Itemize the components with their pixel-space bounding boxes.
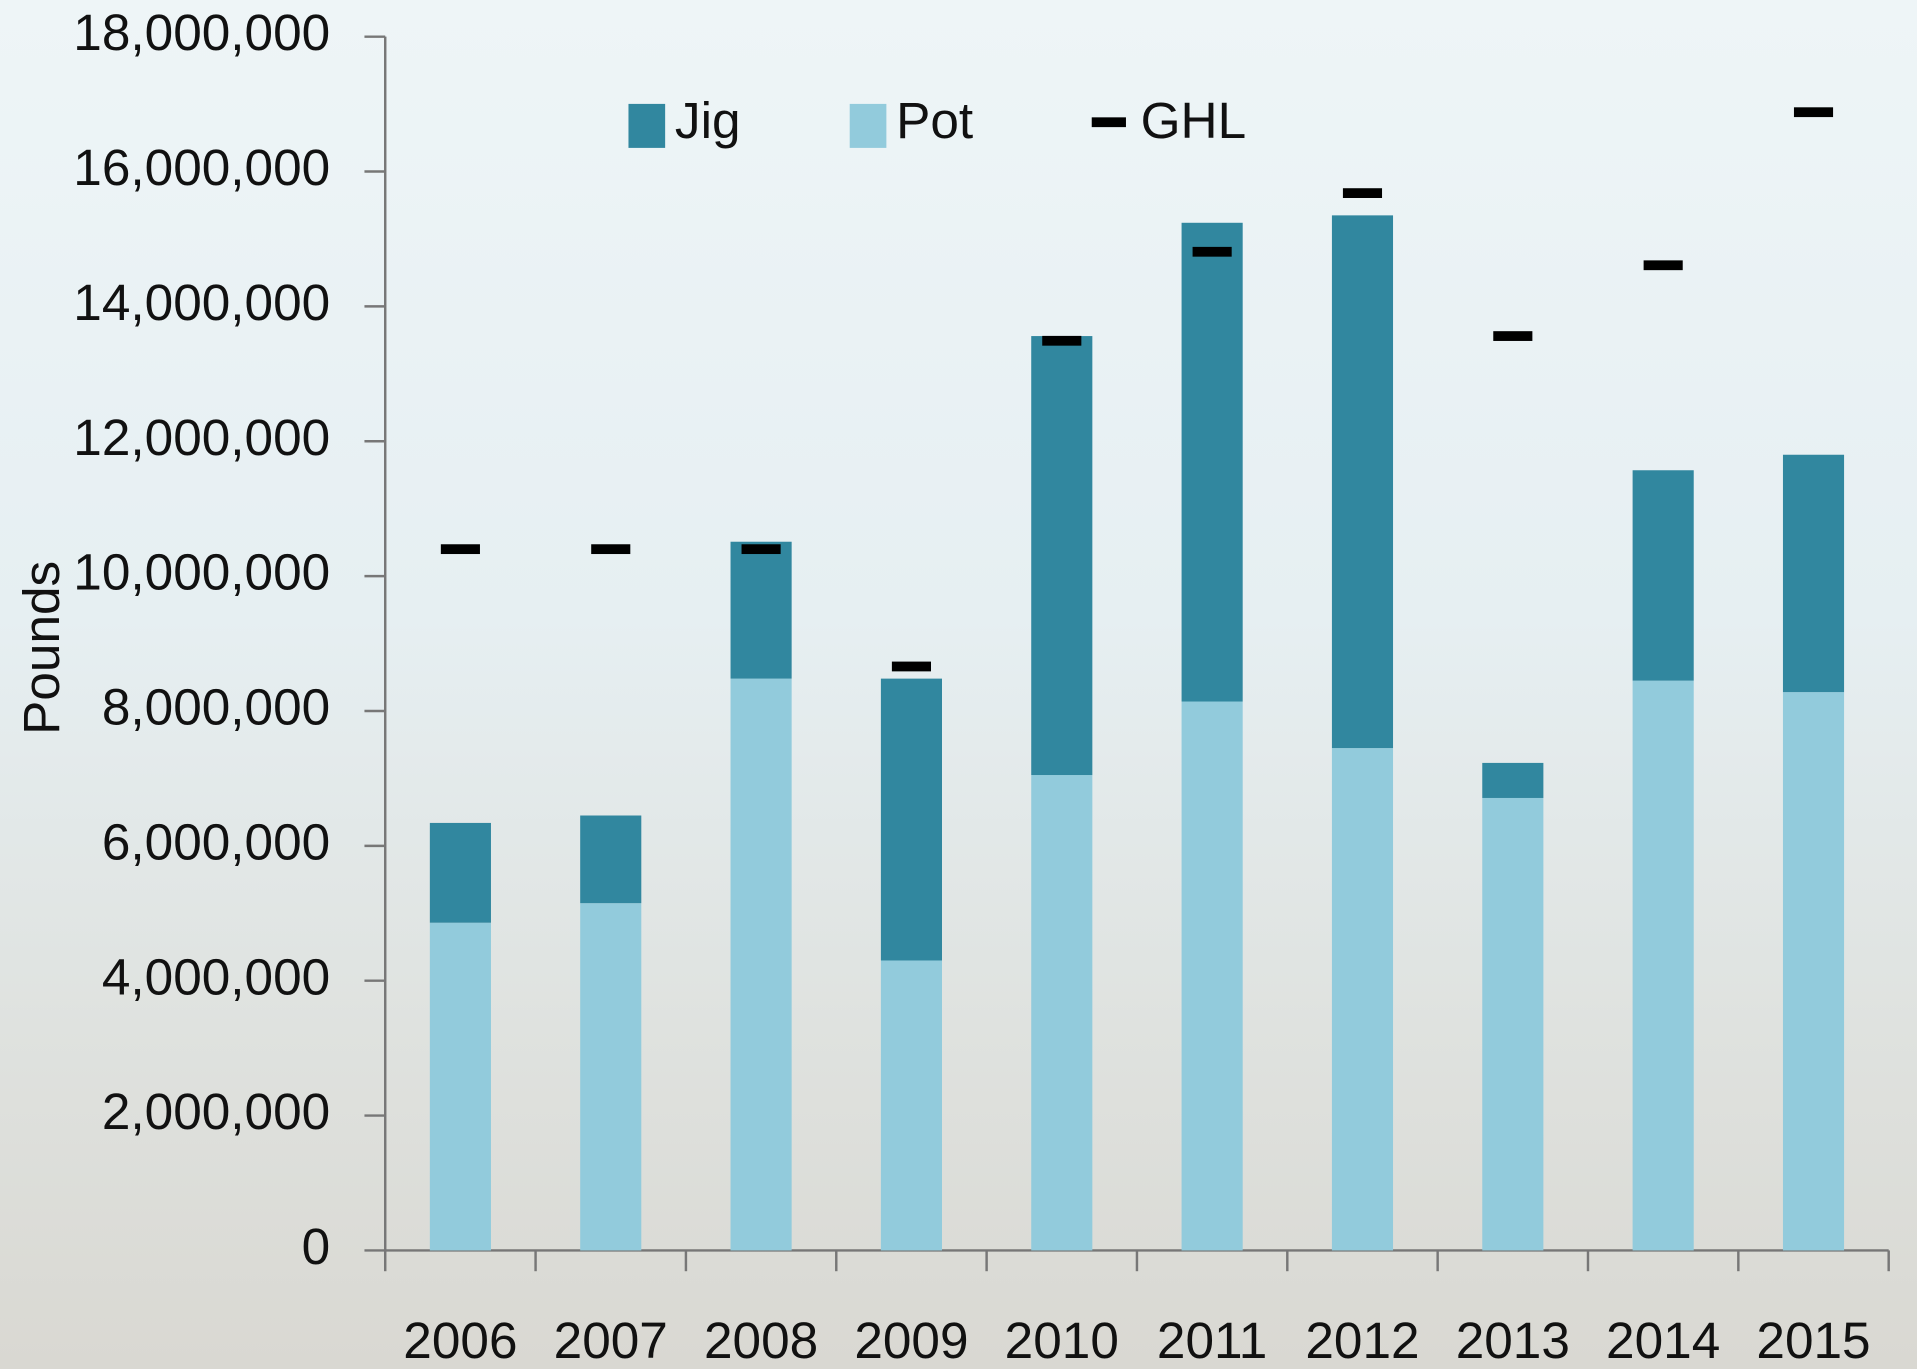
bar-segment bbox=[881, 960, 942, 1250]
chart: Pounds 0 2,000,000 4,000,000 6,000,000 8,000… bbox=[0, 0, 1917, 1369]
ghl-marker bbox=[441, 544, 480, 554]
ghl-marker bbox=[1193, 247, 1232, 257]
legend-swatch bbox=[850, 104, 887, 148]
legend-label: Jig bbox=[675, 92, 741, 149]
y-tick-label: 0 bbox=[302, 1218, 331, 1275]
x-tick-label: 2014 bbox=[1606, 1312, 1720, 1369]
bar-segment bbox=[1182, 223, 1243, 702]
bar-segment bbox=[430, 823, 491, 923]
bar-segment bbox=[1482, 763, 1543, 798]
y-axis-label: Pounds bbox=[13, 561, 70, 735]
legend-label: GHL bbox=[1141, 92, 1247, 149]
ghl-marker bbox=[1042, 336, 1081, 346]
bar-segment bbox=[731, 679, 792, 1251]
bar-segment bbox=[1482, 798, 1543, 1250]
legend-swatch bbox=[1092, 117, 1126, 127]
ghl-marker bbox=[1794, 107, 1833, 117]
x-tick-label: 2007 bbox=[554, 1312, 668, 1369]
y-tick-label: 8,000,000 bbox=[102, 679, 330, 736]
ghl-marker bbox=[892, 662, 931, 672]
y-tick-label: 2,000,000 bbox=[102, 1083, 330, 1140]
y-tick-label: 16,000,000 bbox=[73, 139, 330, 196]
bar-segment bbox=[1182, 702, 1243, 1251]
x-tick-label: 2011 bbox=[1157, 1312, 1267, 1369]
legend-swatch bbox=[628, 104, 665, 148]
ghl-marker bbox=[1644, 260, 1683, 270]
bar-segment bbox=[580, 903, 641, 1250]
bar-segment bbox=[731, 542, 792, 679]
bar-segment bbox=[1332, 215, 1393, 748]
ghl-marker bbox=[1343, 188, 1382, 198]
y-tick-label: 12,000,000 bbox=[73, 409, 330, 466]
bar-segment bbox=[1783, 455, 1844, 692]
y-tick-label: 18,000,000 bbox=[73, 4, 330, 61]
ghl-marker bbox=[742, 544, 781, 554]
bar-segment bbox=[580, 816, 641, 904]
bar-segment bbox=[881, 679, 942, 961]
x-tick-label: 2015 bbox=[1756, 1312, 1870, 1369]
ghl-marker bbox=[591, 544, 630, 554]
x-tick-label: 2009 bbox=[854, 1312, 968, 1369]
x-tick-label: 2006 bbox=[403, 1312, 517, 1369]
bar-segment bbox=[1031, 775, 1092, 1250]
bar-segment bbox=[1633, 681, 1694, 1251]
bar-segment bbox=[1031, 336, 1092, 775]
bar-segment bbox=[1783, 692, 1844, 1250]
bar-segment bbox=[1633, 470, 1694, 680]
y-tick-label: 4,000,000 bbox=[102, 948, 330, 1005]
ghl-marker bbox=[1493, 331, 1532, 341]
y-tick-label: 10,000,000 bbox=[73, 544, 330, 601]
page: Pounds 0 2,000,000 4,000,000 6,000,000 8,000… bbox=[0, 0, 1917, 1369]
x-tick-label: 2008 bbox=[704, 1312, 818, 1369]
legend-label: Pot bbox=[896, 92, 973, 149]
x-tick-label: 2013 bbox=[1456, 1312, 1570, 1369]
x-tick-label: 2012 bbox=[1305, 1312, 1419, 1369]
y-tick-label: 6,000,000 bbox=[102, 813, 330, 870]
x-tick-label: 2010 bbox=[1005, 1312, 1119, 1369]
y-tick-label: 14,000,000 bbox=[73, 274, 330, 331]
bar-segment bbox=[430, 923, 491, 1251]
bar-segment bbox=[1332, 748, 1393, 1250]
